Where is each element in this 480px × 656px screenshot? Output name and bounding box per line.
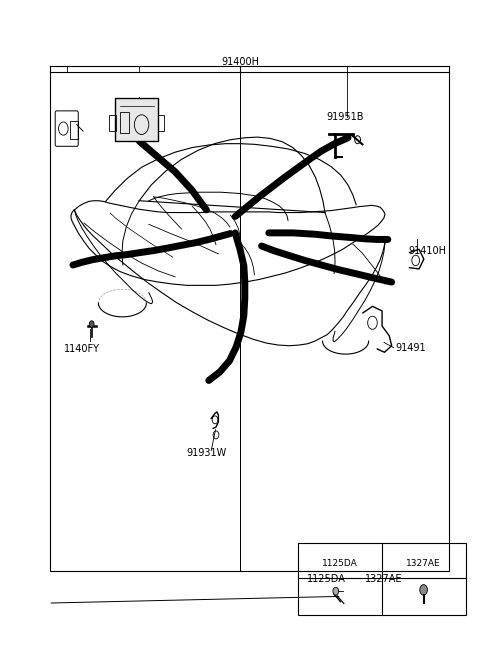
Text: 91410H: 91410H	[408, 245, 446, 256]
Text: 1125DA: 1125DA	[307, 573, 346, 584]
Text: 91491: 91491	[395, 342, 426, 353]
Bar	[158, 115, 164, 131]
Circle shape	[89, 321, 94, 327]
Text: 91951B: 91951B	[327, 112, 364, 122]
Text: 91505E: 91505E	[118, 106, 156, 117]
Bar	[115, 98, 158, 141]
Bar	[120, 112, 129, 133]
Bar	[298, 543, 466, 615]
Text: 91400H: 91400H	[221, 56, 259, 67]
Text: 1140FY: 1140FY	[63, 344, 100, 354]
Text: 91931W: 91931W	[186, 447, 227, 458]
Text: 1125DA: 1125DA	[322, 559, 358, 568]
Bar	[109, 115, 116, 131]
Bar	[50, 72, 449, 571]
Bar	[70, 121, 78, 139]
Circle shape	[333, 587, 339, 595]
Circle shape	[420, 584, 427, 595]
Text: 1327AE: 1327AE	[406, 559, 441, 568]
Text: 1327AE: 1327AE	[365, 573, 403, 584]
